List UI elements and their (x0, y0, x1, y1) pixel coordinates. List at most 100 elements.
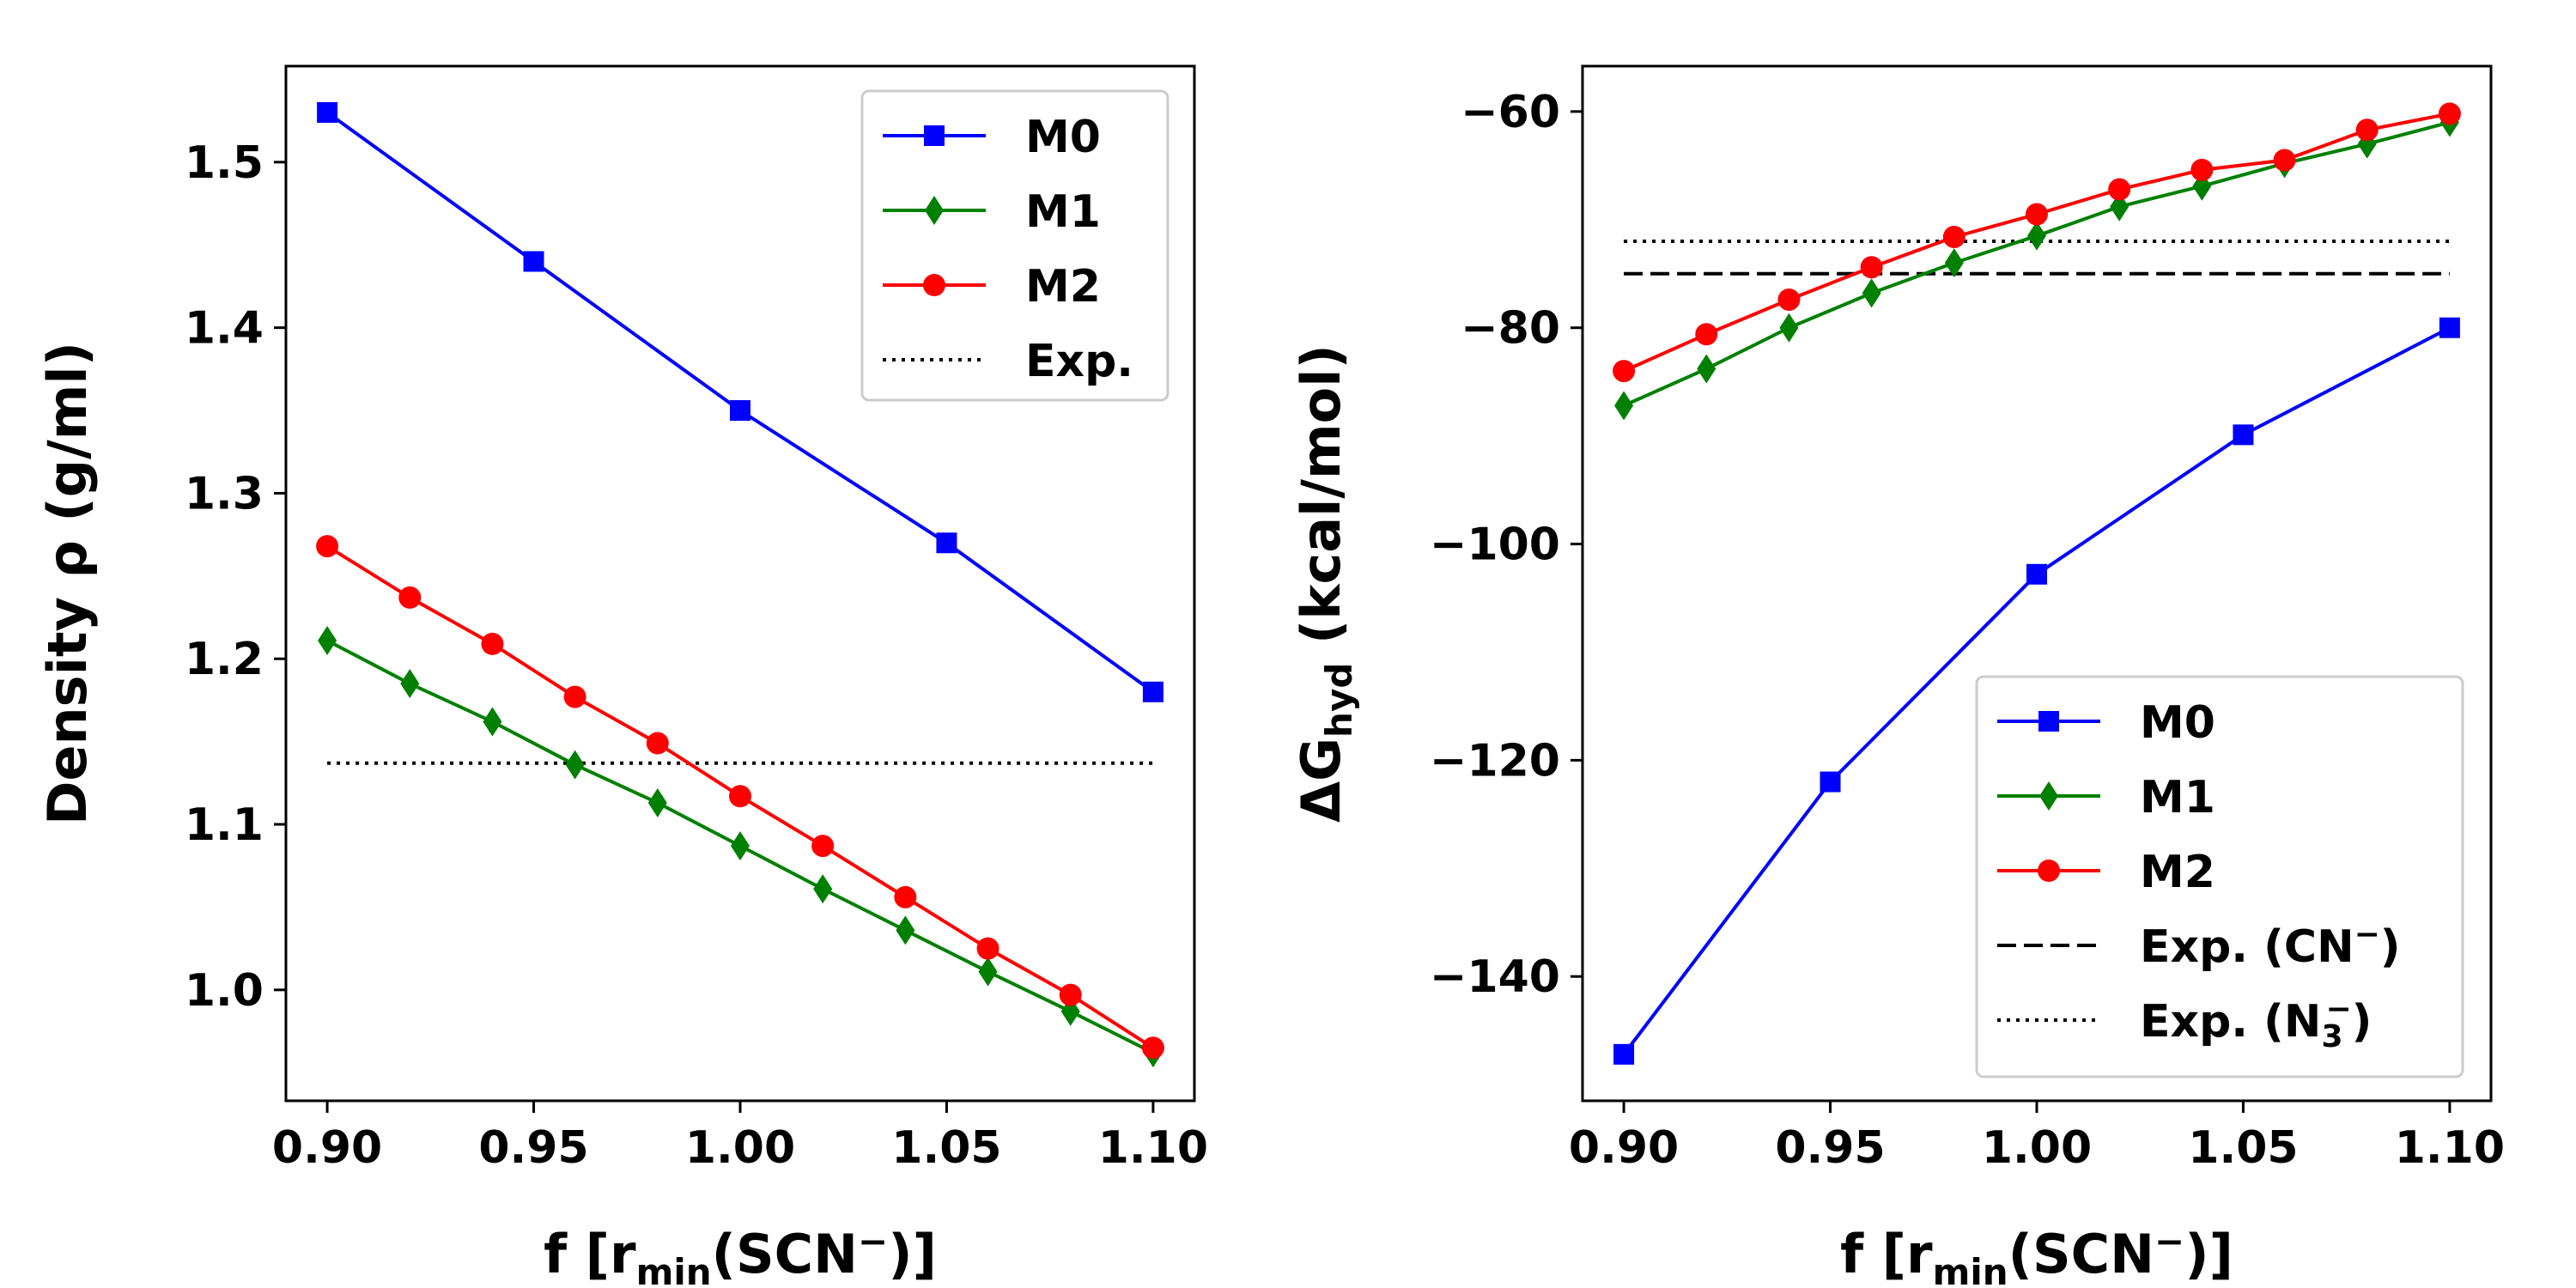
x-tick-label: 0.90 (1569, 1122, 1679, 1174)
legend-label-main: Exp. (1025, 336, 1133, 387)
data-point-m1 (400, 669, 420, 699)
y-tick-label: 1.4 (185, 303, 264, 355)
data-point-m2 (398, 586, 422, 609)
data-point-m2 (894, 885, 917, 908)
data-point-m1 (1944, 248, 1964, 278)
y-label-tail: (kcal/mol) (1290, 344, 1352, 662)
data-point-m2 (316, 535, 339, 558)
data-point-m0 (317, 101, 338, 123)
legend-label: Exp. (1025, 336, 1133, 387)
x-label-superscript: − (2154, 1220, 2184, 1262)
legend-label-main: Exp. (CN (2140, 921, 2354, 973)
x-tick-label: 1.10 (1098, 1122, 1208, 1174)
data-point-m2 (1777, 288, 1801, 311)
legend-label-close: ) (2380, 921, 2401, 973)
legend-marker-m1 (925, 196, 944, 225)
legend-label-superscript: − (2354, 917, 2380, 952)
x-tick-label: 0.95 (478, 1122, 588, 1174)
data-point-m2 (811, 835, 835, 858)
legend-label-main: Exp. (N (2140, 996, 2321, 1048)
legend-label: M1 (1025, 186, 1101, 238)
data-point-m0 (2026, 563, 2047, 585)
legend-label: M2 (1025, 261, 1101, 313)
y-tick-label: −60 (1461, 87, 1560, 138)
data-point-m0 (730, 400, 750, 422)
legend-box (860, 89, 1170, 402)
y-tick-label: −140 (1430, 951, 1560, 1003)
legend-label: M0 (1025, 112, 1101, 163)
y-axis-label: Density ρ (g/ml) (36, 342, 99, 825)
legend-marker-m1 (2039, 781, 2058, 811)
legend-label: M0 (2140, 697, 2215, 749)
data-point-m0 (2439, 317, 2460, 338)
data-point-m1 (318, 626, 337, 656)
data-point-m1 (1862, 278, 1881, 308)
y-tick-label: 1.2 (185, 634, 264, 685)
data-point-m2 (1613, 360, 1636, 383)
x-tick-label: 1.05 (2188, 1122, 2298, 1174)
x-tick-label: 0.90 (272, 1122, 382, 1174)
legend-label: M2 (2140, 847, 2215, 898)
y-axis-label: ΔGhyd (kcal/mol) (1290, 344, 1360, 823)
data-point-m1 (1697, 354, 1716, 384)
x-tick-label: 1.00 (685, 1122, 795, 1174)
data-point-m1 (896, 915, 915, 945)
x-label-subscript: min (636, 1251, 712, 1288)
legend-label: Exp. (N3−) (2140, 992, 2372, 1054)
data-point-m2 (2190, 158, 2214, 181)
x-label-tail: (SCN (2008, 1223, 2154, 1285)
chart-panel-2: 0.90 0.95 1.00 1.05 1.10 −140 −120 −100 −80 −60 f … (1290, 64, 2505, 1288)
x-label-main: f [r (544, 1223, 636, 1285)
data-point-m2 (1141, 1036, 1164, 1060)
y-tick-label: −80 (1461, 303, 1560, 355)
legend-label-close: ) (2352, 996, 2372, 1048)
legend-label: Exp. (CN−) (2140, 917, 2401, 973)
y-label-subscript: hyd (1318, 663, 1360, 738)
y-tick-label: 1.0 (185, 965, 264, 1017)
data-point-m0 (2233, 424, 2254, 446)
data-point-m1 (2027, 221, 2046, 251)
chart-panel-1: 0.90 0.95 1.00 1.05 1.10 1.0 1.1 1.2 1.3 1.4 1.5 f … (36, 64, 1208, 1288)
legend-label-superscript: − (2326, 992, 2352, 1027)
x-label-superscript: − (858, 1220, 888, 1262)
data-point-m1 (1779, 313, 1799, 343)
data-point-m2 (563, 685, 586, 708)
data-point-m0 (1613, 1043, 1635, 1065)
data-point-m2 (1059, 983, 1082, 1006)
data-point-m2 (976, 937, 999, 960)
x-tick-label: 0.95 (1775, 1122, 1885, 1174)
y-tick-label: −100 (1430, 519, 1560, 571)
legend-marker-m2 (2038, 860, 2060, 882)
data-point-m0 (1820, 771, 1841, 793)
data-point-m1 (483, 707, 502, 737)
legend-marker-m2 (923, 274, 945, 296)
legend-marker-m0 (924, 125, 945, 146)
legend-marker-m0 (2038, 711, 2059, 732)
y-tick-label: 1.5 (185, 137, 264, 189)
data-point-m2 (646, 732, 669, 755)
data-point-m1 (978, 957, 998, 987)
x-label-close: )] (2184, 1223, 2233, 1285)
x-label-main: f [r (1840, 1223, 1933, 1285)
x-tick-label: 1.10 (2395, 1122, 2505, 1174)
data-point-m2 (2108, 178, 2131, 201)
data-point-m2 (1695, 323, 1718, 346)
data-point-m0 (936, 532, 957, 554)
x-axis-label: f [rmin(SCN−)] (544, 1220, 937, 1288)
data-point-m2 (2273, 149, 2296, 172)
data-point-m0 (523, 251, 544, 272)
data-point-m2 (2355, 118, 2379, 142)
data-point-m2 (1860, 256, 1883, 279)
legend-box (1975, 675, 2464, 1078)
y-tick-label: 1.3 (185, 468, 264, 519)
data-point-m2 (481, 632, 504, 655)
y-label-main: ΔG (1290, 738, 1352, 823)
legend: M0 M1 M2 Exp. (860, 89, 1170, 402)
data-point-m1 (1614, 391, 1634, 421)
x-label-tail: (SCN (712, 1223, 858, 1285)
data-point-m1 (813, 874, 833, 904)
y-label-main: Density ρ (g/ml) (36, 342, 99, 825)
x-tick-label: 1.05 (891, 1122, 1001, 1174)
